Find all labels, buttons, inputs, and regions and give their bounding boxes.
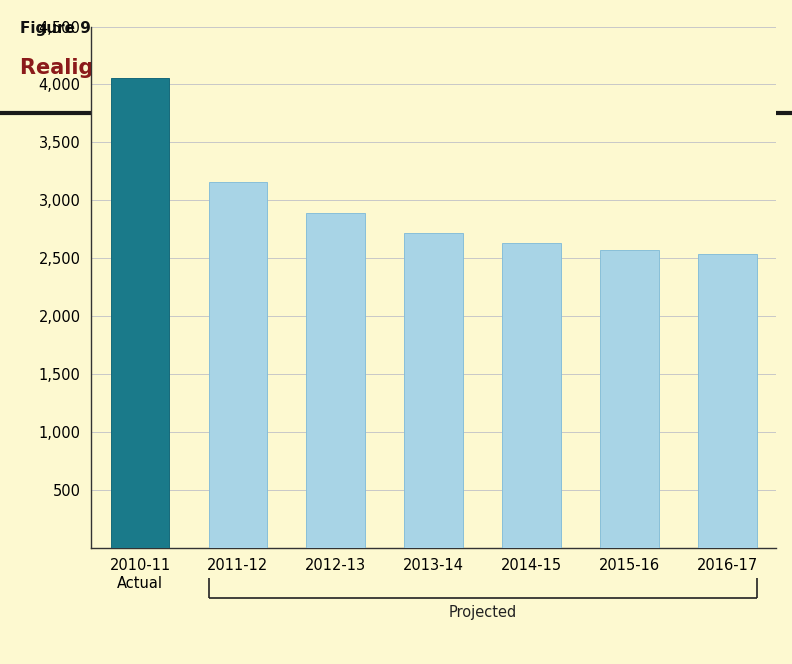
- Text: Realignment Could Significantly Impact Fire Camp Population: Realignment Could Significantly Impact F…: [20, 58, 746, 78]
- Bar: [600, 250, 659, 548]
- Bar: [307, 213, 365, 548]
- Bar: [502, 243, 561, 548]
- Bar: [404, 233, 463, 548]
- Text: Figure 9: Figure 9: [20, 21, 90, 36]
- Bar: [111, 78, 169, 548]
- Text: Projected: Projected: [448, 604, 516, 620]
- Bar: [698, 254, 756, 548]
- Bar: [208, 182, 267, 548]
